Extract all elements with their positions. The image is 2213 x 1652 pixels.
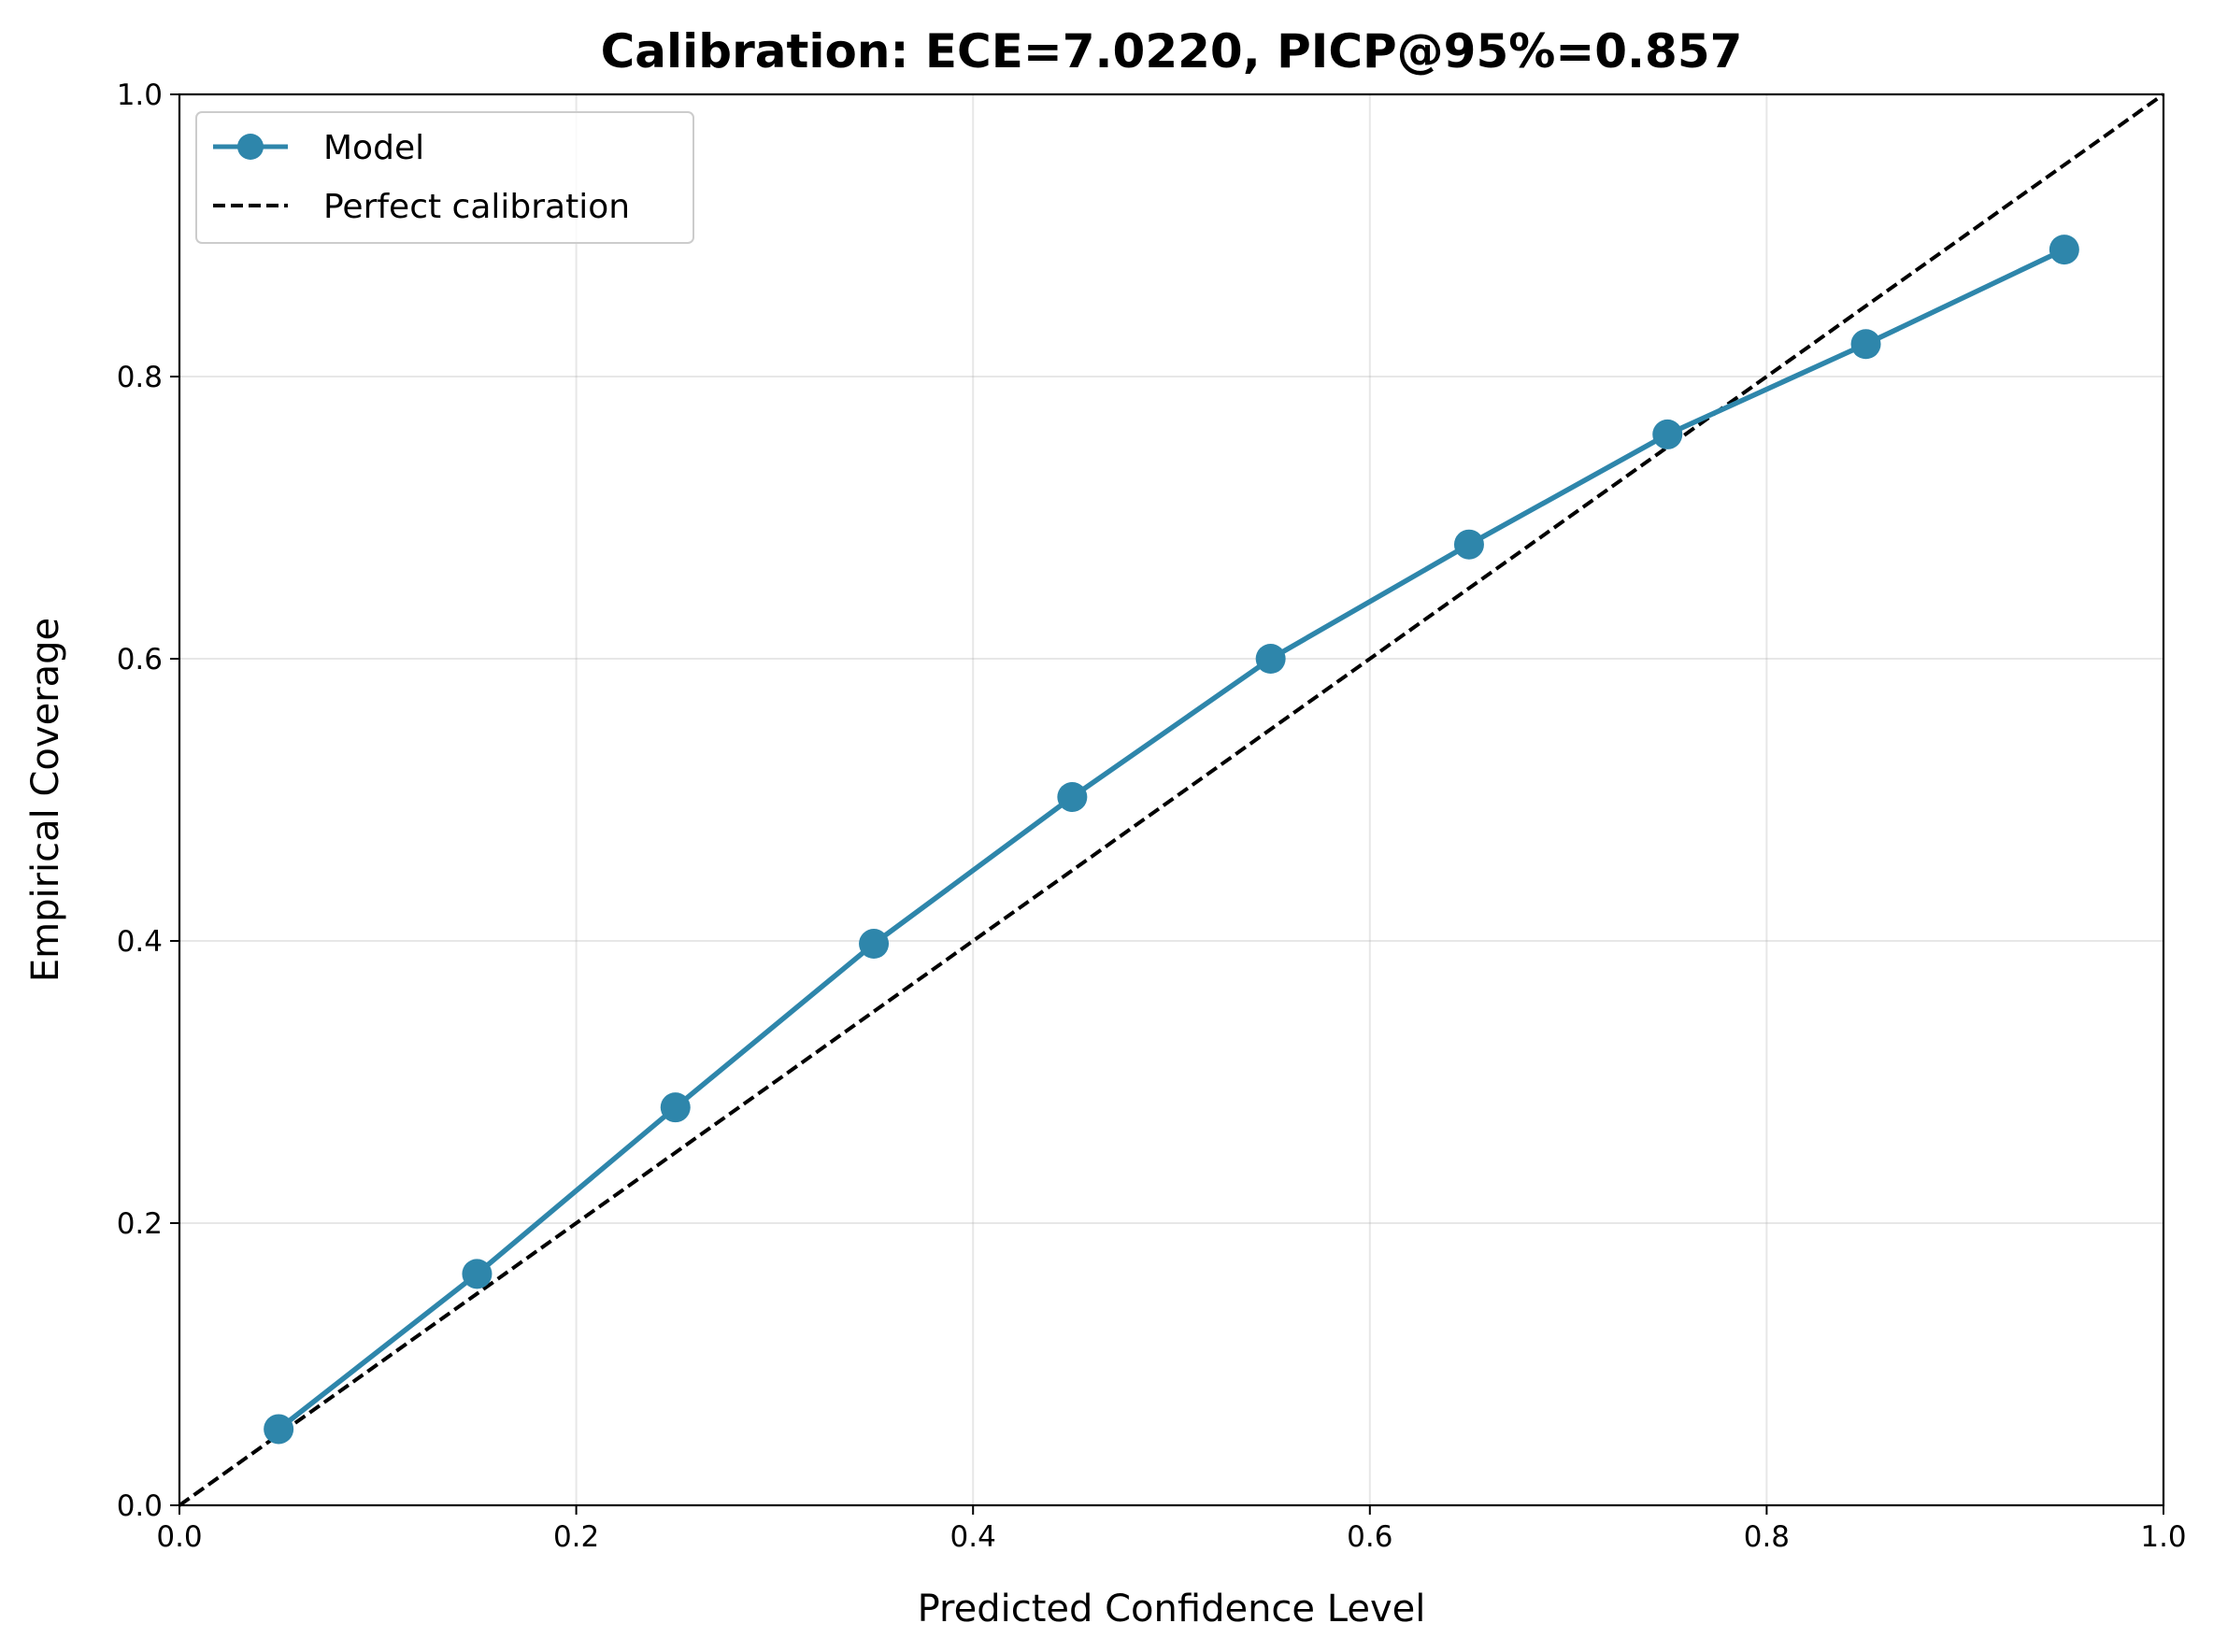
x-tick-label-4: 0.8 (1744, 1520, 1790, 1554)
x-tick-label-1: 0.2 (553, 1520, 599, 1554)
model-point-3 (859, 929, 890, 960)
x-axis-ticks: 0.0 0.2 0.4 0.6 0.8 1.0 (156, 1505, 2187, 1554)
x-tick-label-5: 1.0 (2140, 1520, 2186, 1554)
y-axis-ticks: 0.0 0.2 0.4 0.6 0.8 1.0 (117, 78, 179, 1523)
x-tick-label-3: 0.6 (1347, 1520, 1392, 1554)
y-tick-label-1: 0.2 (117, 1207, 163, 1241)
x-tick-label-2: 0.4 (950, 1520, 996, 1554)
y-tick-label-4: 0.8 (117, 361, 163, 394)
x-axis-label: Predicted Confidence Level (918, 1588, 1426, 1631)
plot-frame (178, 93, 2165, 1507)
model-point-5 (1255, 644, 1286, 674)
chart-title: Calibration: ECE=7.0220, PICP@95%=0.857 (601, 24, 1743, 78)
y-axis-label: Empirical Coverage (24, 618, 67, 982)
model-point-1 (462, 1259, 493, 1289)
model-point-0 (264, 1414, 294, 1445)
legend-perfect-label: Perfect calibration (323, 188, 630, 226)
y-tick-label-3: 0.6 (117, 643, 163, 676)
model-series (264, 235, 2079, 1445)
model-point-7 (1652, 419, 1683, 449)
y-tick-label-2: 0.4 (117, 925, 163, 959)
model-point-9 (2049, 235, 2079, 265)
model-point-8 (1850, 329, 1881, 360)
model-point-6 (1453, 529, 1484, 560)
model-point-4 (1057, 781, 1088, 812)
model-point-2 (660, 1092, 691, 1123)
y-tick-label-0: 0.0 (117, 1489, 163, 1523)
perfect-calibration-series (178, 93, 2165, 1507)
y-tick-label-5: 1.0 (117, 78, 163, 112)
legend: Model Perfect calibration (195, 111, 694, 244)
perfect-calibration-line (178, 93, 2165, 1507)
x-tick-label-0: 0.0 (156, 1520, 202, 1554)
legend-model-label: Model (323, 129, 424, 167)
legend-box (195, 111, 694, 244)
legend-model-swatch-marker (237, 134, 264, 160)
model-line (277, 247, 2066, 1431)
